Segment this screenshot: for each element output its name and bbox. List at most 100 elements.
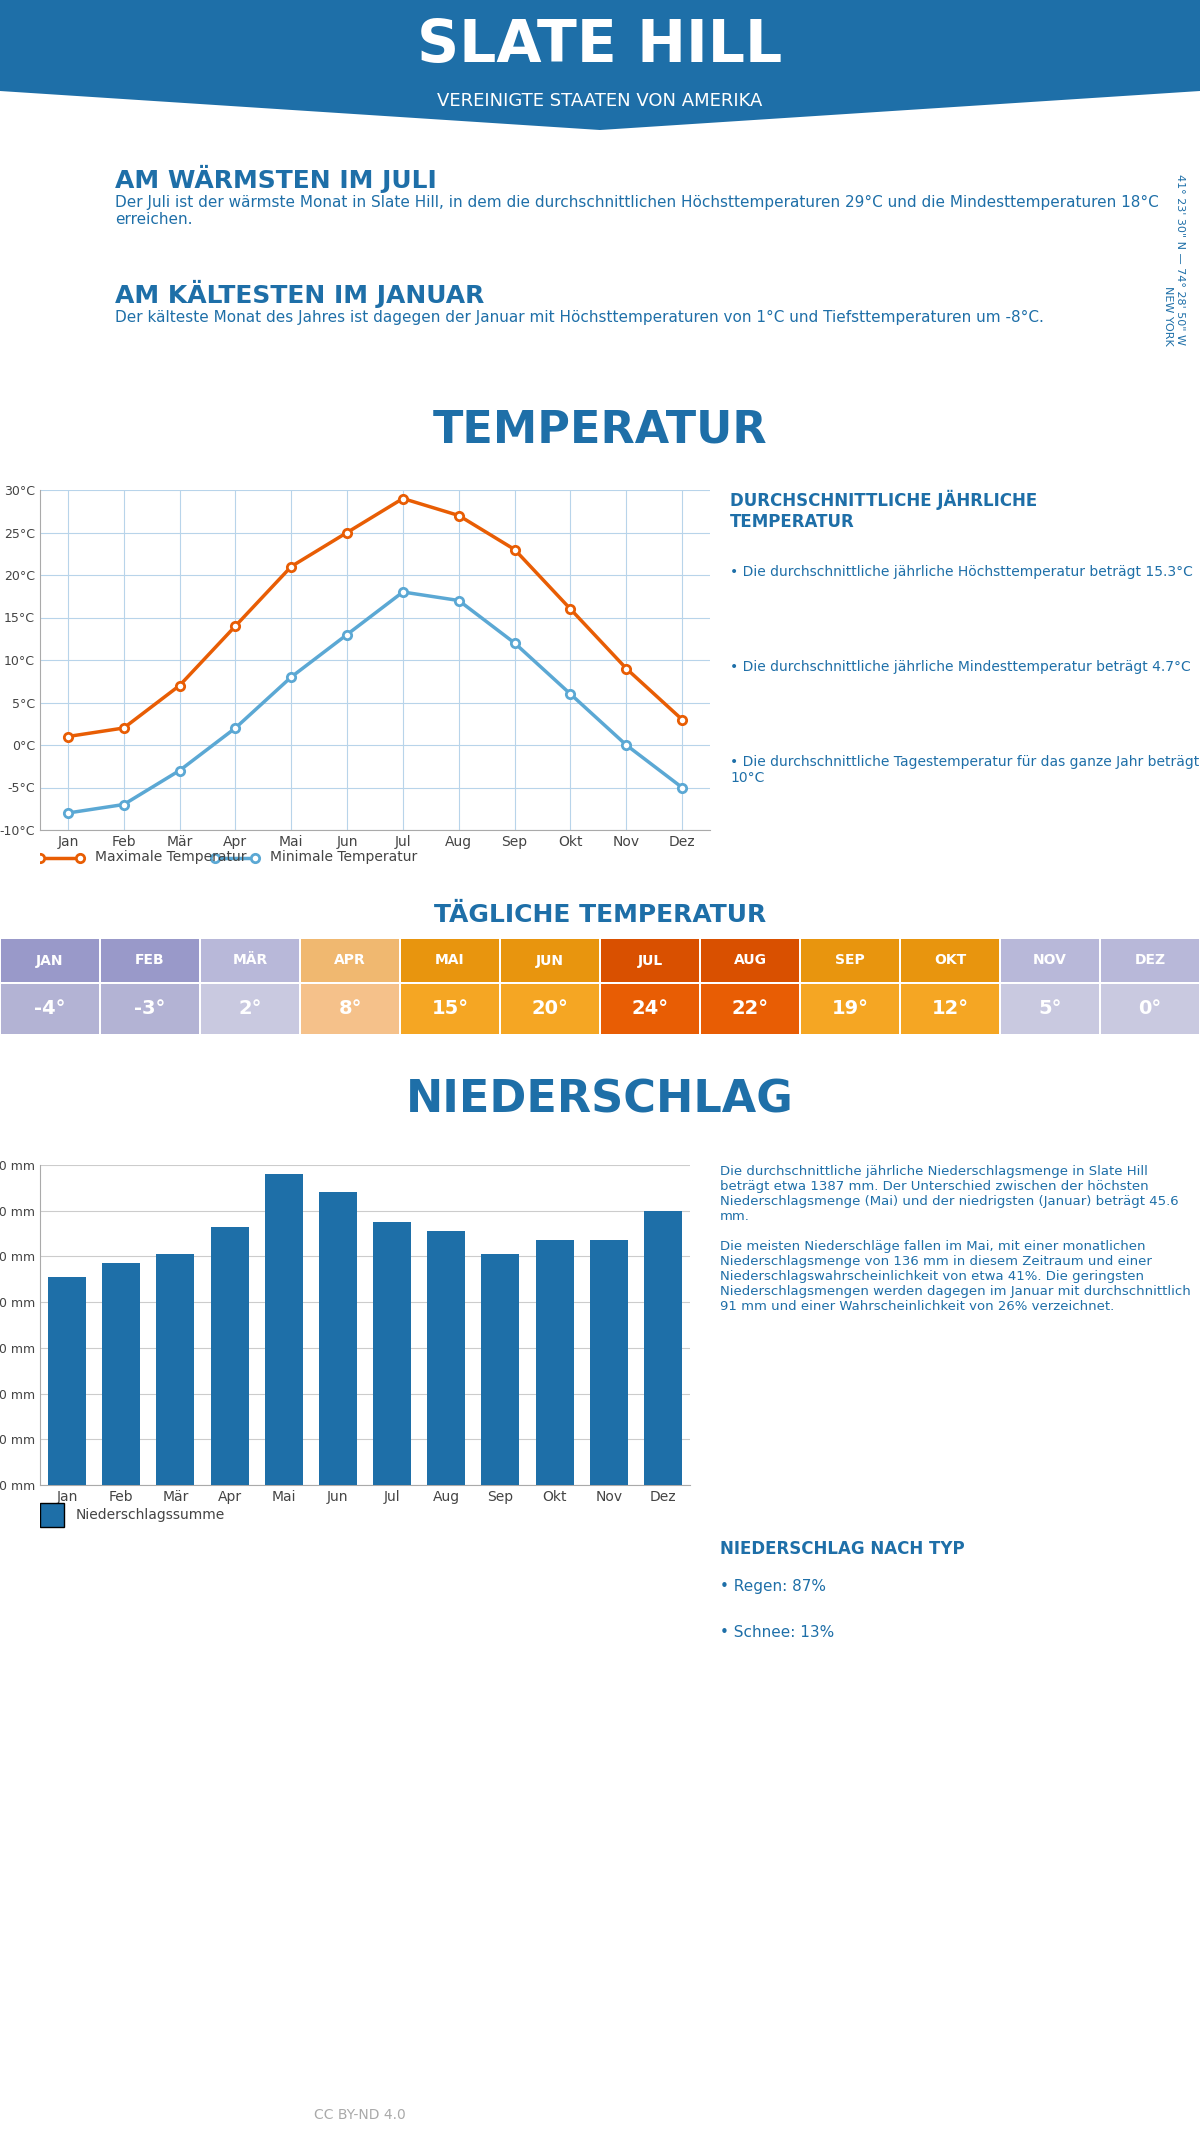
Circle shape <box>710 1586 774 1650</box>
Bar <box>102 1263 140 1485</box>
FancyBboxPatch shape <box>802 984 899 1034</box>
Text: NIEDERSCHLAG NACH TYP: NIEDERSCHLAG NACH TYP <box>720 1541 965 1558</box>
Text: CC BY-ND 4.0: CC BY-ND 4.0 <box>314 2108 406 2123</box>
Text: OKT: OKT <box>934 954 966 967</box>
Text: MÄR: MÄR <box>233 954 268 967</box>
FancyBboxPatch shape <box>502 984 599 1034</box>
FancyBboxPatch shape <box>401 939 499 982</box>
Text: JAN: JAN <box>66 1676 89 1684</box>
Circle shape <box>235 1586 300 1650</box>
Bar <box>156 1254 194 1485</box>
Bar <box>48 1278 86 1485</box>
Text: METEOATLAS.DE: METEOATLAS.DE <box>995 2106 1176 2125</box>
Text: JUN: JUN <box>541 1676 564 1684</box>
Circle shape <box>996 1586 1060 1650</box>
FancyBboxPatch shape <box>301 939 398 982</box>
Text: NIEDERSCHLAG: NIEDERSCHLAG <box>406 1079 794 1121</box>
Text: DEZ: DEZ <box>1110 1676 1135 1684</box>
Text: • Die durchschnittliche jährliche Mindesttemperatur beträgt 4.7°C: • Die durchschnittliche jährliche Mindes… <box>730 659 1190 674</box>
Text: NIEDERSCHLAGSWAHRSCHEINLICHKEIT: NIEDERSCHLAGSWAHRSCHEINLICHKEIT <box>416 1549 784 1566</box>
Text: Die durchschnittliche jährliche Niederschlagsmenge in Slate Hill beträgt etwa 13: Die durchschnittliche jährliche Niedersc… <box>720 1164 1190 1314</box>
Bar <box>211 1226 248 1485</box>
FancyBboxPatch shape <box>1001 984 1099 1034</box>
Text: AUG: AUG <box>730 1676 756 1684</box>
Text: DURCHSCHNITTLICHE JÄHRLICHE
TEMPERATUR: DURCHSCHNITTLICHE JÄHRLICHE TEMPERATUR <box>730 490 1037 531</box>
Circle shape <box>1091 1586 1154 1650</box>
Text: NOV: NOV <box>1014 1676 1042 1684</box>
Text: Maximale Temperatur: Maximale Temperatur <box>95 850 246 865</box>
Text: 40%: 40% <box>530 1605 574 1622</box>
Text: • Die durchschnittliche Tagestemperatur für das ganze Jahr beträgt 10°C: • Die durchschnittliche Tagestemperatur … <box>730 755 1199 785</box>
Text: FEB: FEB <box>136 954 164 967</box>
Bar <box>373 1222 412 1485</box>
FancyBboxPatch shape <box>40 1502 64 1528</box>
FancyBboxPatch shape <box>101 939 199 982</box>
FancyBboxPatch shape <box>1001 939 1099 982</box>
Text: Minimale Temperatur: Minimale Temperatur <box>270 850 418 865</box>
Text: AUG: AUG <box>733 954 767 967</box>
Circle shape <box>46 1586 109 1650</box>
Text: 41%: 41% <box>436 1605 479 1622</box>
Bar <box>644 1211 682 1485</box>
Text: TEMPERATUR: TEMPERATUR <box>433 409 767 452</box>
Circle shape <box>521 1586 584 1650</box>
Text: 19°: 19° <box>832 999 869 1019</box>
Text: OKT: OKT <box>919 1676 946 1684</box>
Text: 20°: 20° <box>532 999 569 1019</box>
Text: 26%: 26% <box>816 1605 859 1622</box>
FancyBboxPatch shape <box>502 939 599 982</box>
Text: -3°: -3° <box>134 999 166 1019</box>
Text: 0°: 0° <box>1139 999 1162 1019</box>
Text: 36%: 36% <box>626 1605 670 1622</box>
Text: 38%: 38% <box>341 1605 384 1622</box>
Text: FEB: FEB <box>161 1676 185 1684</box>
Text: AM KÄLTESTEN IM JANUAR: AM KÄLTESTEN IM JANUAR <box>115 280 485 308</box>
FancyBboxPatch shape <box>1102 984 1199 1034</box>
Text: DEZ: DEZ <box>1134 954 1165 967</box>
Bar <box>589 1241 628 1485</box>
Text: 15°: 15° <box>432 999 468 1019</box>
FancyBboxPatch shape <box>701 939 799 982</box>
Text: SLATE HILL: SLATE HILL <box>418 17 782 75</box>
Text: 26%: 26% <box>56 1605 100 1622</box>
Text: 〜: 〜 <box>1104 39 1128 79</box>
FancyBboxPatch shape <box>901 939 998 982</box>
Text: 25%: 25% <box>1006 1605 1049 1622</box>
Text: 32%: 32% <box>911 1605 954 1622</box>
Text: JAN: JAN <box>36 954 64 967</box>
Circle shape <box>900 1586 965 1650</box>
Text: 12°: 12° <box>931 999 968 1019</box>
Text: MAI: MAI <box>445 1676 469 1684</box>
Text: SEP: SEP <box>835 954 865 967</box>
Text: 5°: 5° <box>1038 999 1062 1019</box>
Bar <box>481 1254 520 1485</box>
FancyBboxPatch shape <box>802 939 899 982</box>
Text: APR: APR <box>334 954 366 967</box>
Text: Der Juli ist der wärmste Monat in Slate Hill, in dem die durchschnittlichen Höch: Der Juli ist der wärmste Monat in Slate … <box>115 195 1159 227</box>
Bar <box>535 1241 574 1485</box>
Circle shape <box>330 1586 395 1650</box>
Text: 32%: 32% <box>1100 1605 1144 1622</box>
FancyBboxPatch shape <box>901 984 998 1034</box>
Text: Niederschlagssumme: Niederschlagssumme <box>76 1509 226 1522</box>
FancyBboxPatch shape <box>202 939 299 982</box>
Text: • Die durchschnittliche jährliche Höchsttemperatur beträgt 15.3°C: • Die durchschnittliche jährliche Höchst… <box>730 565 1193 578</box>
Text: MAI: MAI <box>436 954 464 967</box>
Text: -4°: -4° <box>35 999 66 1019</box>
Text: 2°: 2° <box>239 999 262 1019</box>
FancyBboxPatch shape <box>601 984 698 1034</box>
Circle shape <box>140 1586 204 1650</box>
FancyBboxPatch shape <box>401 984 499 1034</box>
Text: VEREINIGTE STAATEN VON AMERIKA: VEREINIGTE STAATEN VON AMERIKA <box>437 92 763 111</box>
Text: 41° 23' 30" N — 74° 28' 50" W
NEW YORK: 41° 23' 30" N — 74° 28' 50" W NEW YORK <box>1163 175 1186 345</box>
Polygon shape <box>0 0 1200 131</box>
FancyBboxPatch shape <box>202 984 299 1034</box>
Text: SEP: SEP <box>826 1676 850 1684</box>
Text: TÄGLICHE TEMPERATUR: TÄGLICHE TEMPERATUR <box>434 903 766 927</box>
Text: • Schnee: 13%: • Schnee: 13% <box>720 1624 834 1639</box>
FancyBboxPatch shape <box>301 984 398 1034</box>
Text: 8°: 8° <box>338 999 361 1019</box>
Text: JUN: JUN <box>536 954 564 967</box>
Bar <box>319 1192 356 1485</box>
FancyBboxPatch shape <box>701 984 799 1034</box>
